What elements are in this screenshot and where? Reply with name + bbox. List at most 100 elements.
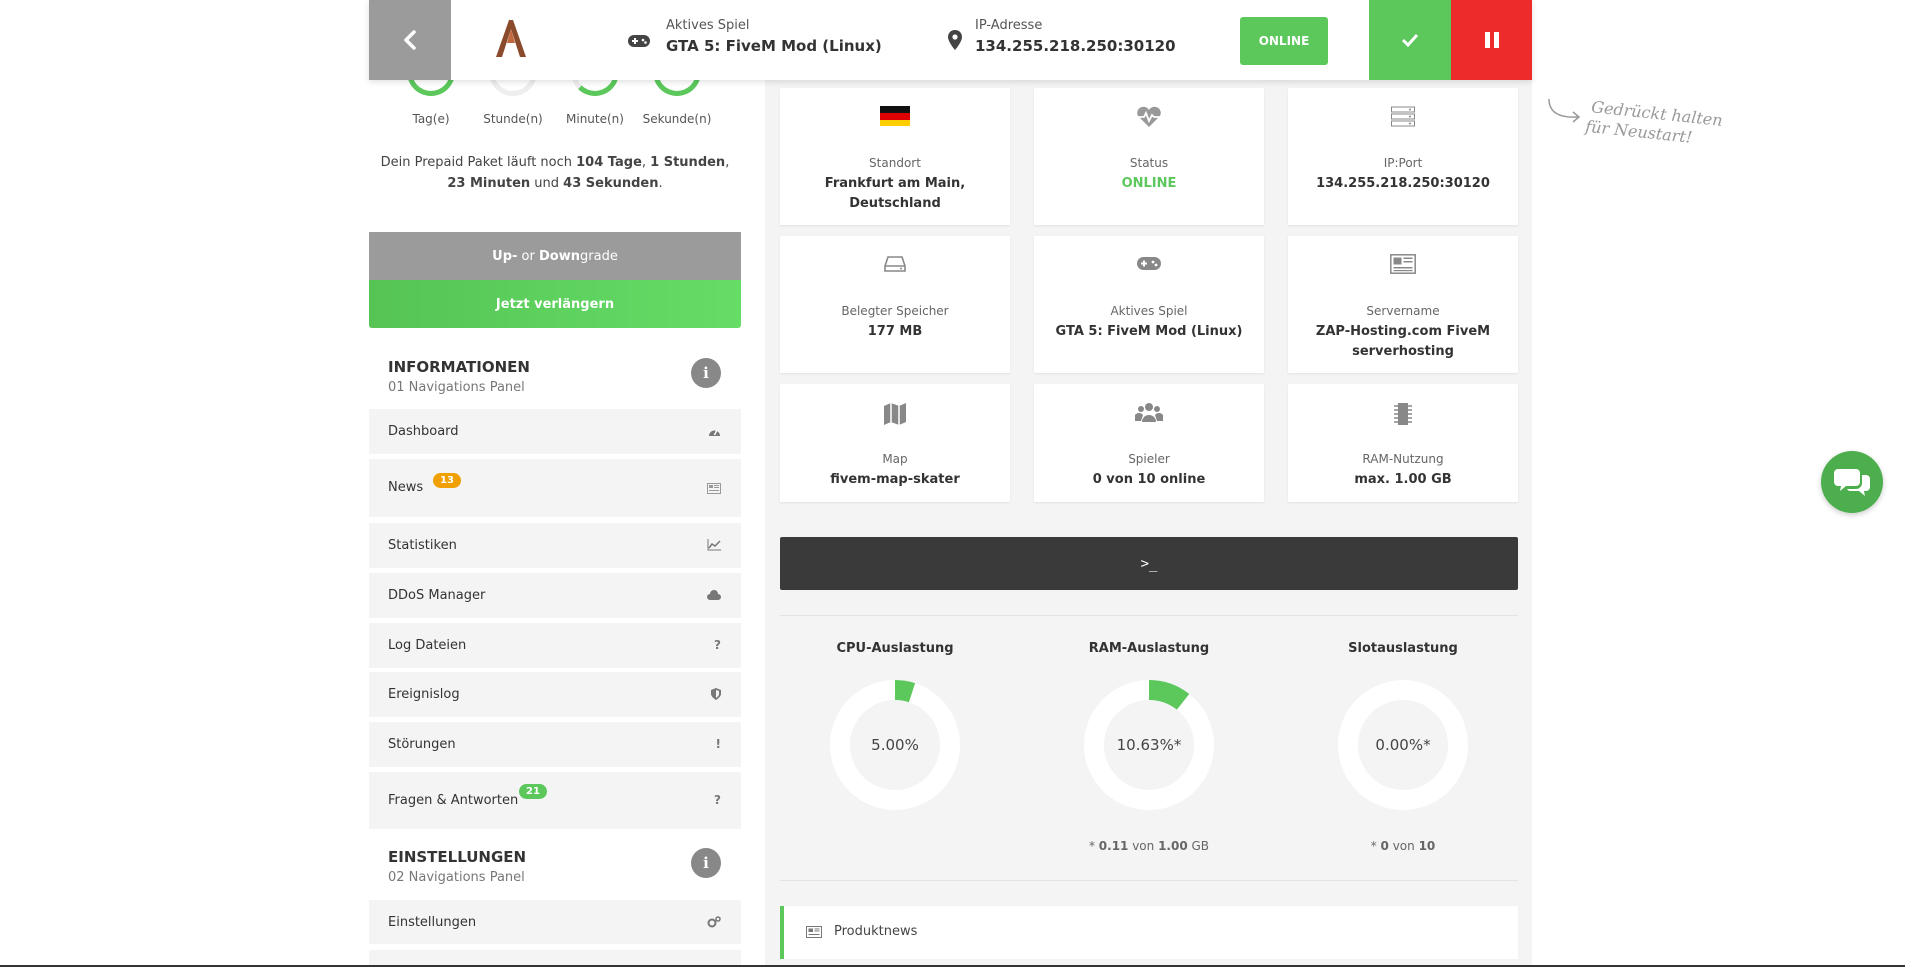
card-status: Status ONLINE [1034,88,1264,225]
map-marker-icon [948,30,962,50]
chevron-left-icon [404,30,416,50]
console-button[interactable]: >_ [780,537,1518,590]
sidebar-item-ddos[interactable]: DDoS Manager [369,573,741,618]
slot-foot-mid: von [1388,839,1419,853]
sidebar-item-label: Einstellungen [388,915,477,930]
pause-icon [1484,32,1499,48]
info-icon[interactable]: i [691,358,721,388]
back-button[interactable] [369,0,451,80]
prepaid-text: Dein Prepaid Paket läuft noch 104 Tage, … [369,152,741,194]
card-game-value: GTA 5: FiveM Mod (Linux) [1055,324,1243,339]
card-game: Aktives Spiel GTA 5: FiveM Mod (Linux) [1034,236,1264,373]
card-map-label: Map [882,452,908,466]
section-info-title: INFORMATIONEN [388,358,530,376]
upgrade-up: Up- [492,248,518,264]
sidebar-item-dashboard[interactable]: Dashboard [369,409,741,454]
card-location: Standort Frankfurt am Main, Deutschland [780,88,1010,225]
card-players: Spieler 0 von 10 online [1034,384,1264,502]
cpu-gauge [830,680,960,810]
newspaper-icon [1288,254,1518,274]
start-button[interactable] [1369,0,1451,80]
section-settings-title: EINSTELLUNGEN [388,848,527,866]
card-players-label: Spieler [1128,452,1170,466]
divider [780,880,1518,881]
content-background [765,80,1532,967]
slot-gauge-title: Slotauslastung [1348,641,1458,656]
card-map: Map fivem-map-skater [780,384,1010,502]
online-status-button[interactable]: ONLINE [1240,17,1328,65]
sidebar-item-faq[interactable]: Fragen & Antworten 21 ? [369,772,741,829]
cpu-gauge-value: 5.00% [871,736,919,754]
flag-germany-icon [780,106,1010,126]
gamepad-icon [628,35,650,47]
sidebar-item-stoerungen[interactable]: Störungen ! [369,722,741,767]
slot-gauge-footnote: * 0 von 10 [1288,839,1518,853]
sidebar-item-log-dateien[interactable]: Log Dateien ? [369,623,741,668]
card-storage-label: Belegter Speicher [841,304,949,318]
stop-button[interactable] [1451,0,1532,80]
section-informationen: INFORMATIONEN 01 Navigations Panel i [369,350,741,408]
sidebar-item-news[interactable]: News 13 [369,459,741,517]
chat-bubbles-icon [1834,469,1870,496]
ram-foot-used: 0.11 [1098,839,1129,853]
info-icon[interactable]: i [691,848,721,878]
prepaid-minutes: 23 Minuten [447,176,531,191]
memory-chip-icon [1288,402,1518,426]
newspaper-icon [707,483,721,494]
slot-foot-used: 0 [1380,839,1389,853]
upgrade-button[interactable]: Up- or Down grade [369,232,741,280]
users-icon [1034,402,1264,424]
header-bar: Aktives Spiel GTA 5: FiveM Mod (Linux) I… [369,0,1532,80]
server-icon [1288,106,1518,128]
sidebar-item-statistiken[interactable]: Statistiken [369,523,741,568]
chat-button[interactable] [1821,451,1883,513]
ram-gauge-title: RAM-Auslastung [1088,641,1210,656]
header-active-game: Aktives Spiel GTA 5: FiveM Mod (Linux) [666,18,882,55]
product-news-bar[interactable]: Produktnews [780,906,1518,959]
sidebar-item-ereignislog[interactable]: Ereignislog [369,672,741,717]
sidebar-item-label: Statistiken [388,538,457,553]
card-ram-label: RAM-Nutzung [1362,452,1444,466]
sidebar-item-next[interactable] [369,950,741,967]
restart-hint: Gedrückt halten für Neustart! [1584,97,1723,151]
card-servername-label: Servername [1366,304,1440,318]
timer-unit-hours: Stunde(n) [483,112,543,126]
card-players-value: 0 von 10 online [1092,472,1206,487]
check-icon [1401,33,1419,47]
header-ip-label: IP-Adresse [975,18,1043,33]
card-ipport-label: IP:Port [1383,156,1423,170]
divider [780,615,1518,616]
dashboard-icon [709,429,720,436]
prepaid-sep2: , [725,155,730,170]
section-einstellungen: EINSTELLUNGEN 02 Navigations Panel i [369,840,741,898]
sidebar-item-label: Störungen [388,737,456,752]
card-ram-value: max. 1.00 GB [1354,472,1452,487]
sidebar-item-label: Fragen & Antworten [388,793,519,808]
prepaid-end: . [658,176,663,191]
card-ram: RAM-Nutzung max. 1.00 GB [1288,384,1518,502]
cpu-gauge-title: CPU-Auslastung [836,641,954,656]
gamepad-icon [1034,254,1264,272]
hdd-icon [780,254,1010,274]
header-ip: IP-Adresse 134.255.218.250:30120 [975,18,1176,55]
sidebar-item-label: DDoS Manager [388,588,486,603]
prepaid-days: 104 Tage [576,155,642,170]
card-location-label: Standort [869,156,921,170]
section-info-subtitle: 01 Navigations Panel [388,380,525,395]
sidebar-item-einstellungen[interactable]: Einstellungen [369,900,741,944]
card-storage: Belegter Speicher 177 MB [780,236,1010,373]
timer-unit-seconds: Sekunde(n) [642,112,712,126]
logo [496,20,526,57]
upgrade-grade: grade [580,248,618,264]
curved-arrow-icon [1548,98,1581,123]
sidebar-item-label: Log Dateien [388,638,467,653]
news-badge: 13 [433,473,461,488]
slot-foot-total: 10 [1418,839,1436,853]
card-storage-value: 177 MB [867,324,923,339]
upgrade-or: or [517,248,539,264]
product-news-label: Produktnews [834,924,918,939]
sidebar-item-label: Ereignislog [388,687,460,702]
newspaper-icon [806,926,822,938]
section-settings-subtitle: 02 Navigations Panel [388,870,525,885]
extend-button[interactable]: Jetzt verlängern [369,280,741,328]
